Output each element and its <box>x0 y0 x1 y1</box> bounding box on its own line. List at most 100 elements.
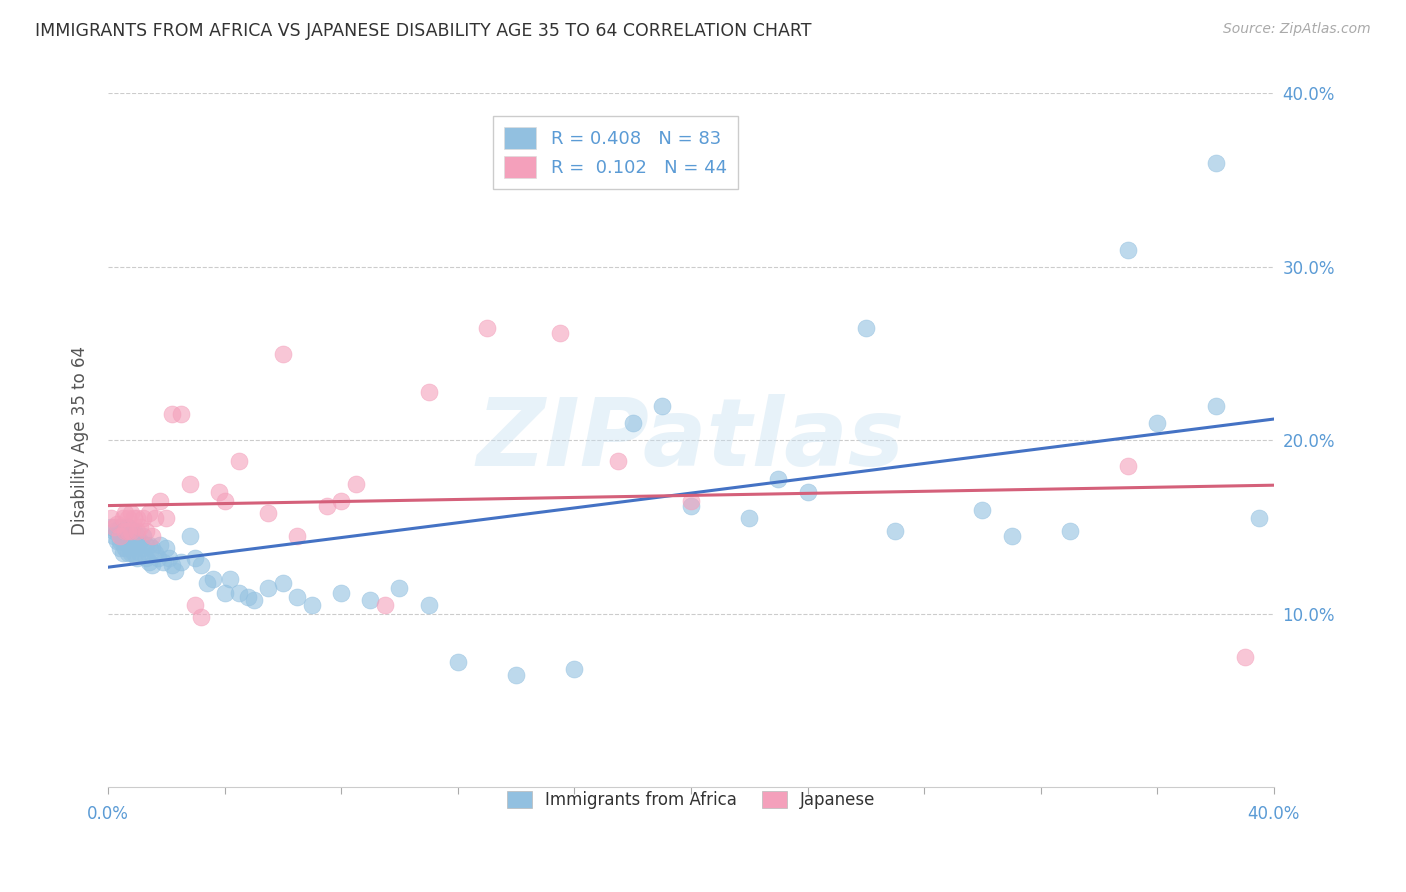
Point <box>359 593 381 607</box>
Point <box>170 408 193 422</box>
Legend: Immigrants from Africa, Japanese: Immigrants from Africa, Japanese <box>498 782 884 817</box>
Point <box>170 555 193 569</box>
Point <box>141 529 163 543</box>
Point <box>103 524 125 538</box>
Point <box>301 599 323 613</box>
Point <box>114 541 136 555</box>
Point <box>141 541 163 555</box>
Point <box>111 524 134 538</box>
Point <box>105 534 128 549</box>
Point <box>114 506 136 520</box>
Point <box>1000 529 1022 543</box>
Point <box>548 326 571 340</box>
Point <box>179 529 201 543</box>
Point <box>105 524 128 538</box>
Point <box>105 516 128 531</box>
Point <box>287 529 309 543</box>
Text: Source: ZipAtlas.com: Source: ZipAtlas.com <box>1223 22 1371 37</box>
Point <box>135 537 157 551</box>
Point <box>330 586 353 600</box>
Point <box>184 551 207 566</box>
Point <box>135 524 157 538</box>
Point <box>242 593 264 607</box>
Point <box>160 408 183 422</box>
Point <box>257 581 280 595</box>
Point <box>120 546 142 560</box>
Point <box>117 511 139 525</box>
Point <box>114 524 136 538</box>
Point <box>122 546 145 560</box>
Point <box>120 534 142 549</box>
Point <box>651 399 673 413</box>
Point <box>120 524 142 538</box>
Point <box>129 520 152 534</box>
Point <box>214 586 236 600</box>
Point <box>271 575 294 590</box>
Point <box>236 590 259 604</box>
Point <box>163 564 186 578</box>
Point <box>195 575 218 590</box>
Point <box>287 590 309 604</box>
Point <box>201 572 224 586</box>
Point <box>127 551 149 566</box>
Point <box>111 511 134 525</box>
Point <box>679 494 702 508</box>
Point <box>111 546 134 560</box>
Point <box>127 537 149 551</box>
Point <box>143 511 166 525</box>
Point <box>114 534 136 549</box>
Point <box>1146 416 1168 430</box>
Point <box>122 524 145 538</box>
Point <box>117 520 139 534</box>
Point <box>122 511 145 525</box>
Point <box>103 529 125 543</box>
Point <box>607 454 630 468</box>
Point <box>132 541 155 555</box>
Point <box>884 524 907 538</box>
Point <box>132 511 155 525</box>
Point <box>114 524 136 538</box>
Point <box>564 662 586 676</box>
Point <box>1233 650 1256 665</box>
Point <box>621 416 644 430</box>
Point <box>160 558 183 573</box>
Point <box>149 494 172 508</box>
Point <box>1116 459 1139 474</box>
Point <box>149 537 172 551</box>
Point <box>1205 155 1227 169</box>
Point <box>122 537 145 551</box>
Point <box>157 551 180 566</box>
Point <box>108 534 131 549</box>
Point <box>418 384 440 399</box>
Point <box>127 511 149 525</box>
Point <box>120 506 142 520</box>
Point <box>132 529 155 543</box>
Point <box>108 529 131 543</box>
Point <box>138 506 160 520</box>
Point <box>972 503 994 517</box>
Point <box>1249 511 1271 525</box>
Point <box>418 599 440 613</box>
Point <box>117 529 139 543</box>
Point <box>679 500 702 514</box>
Point <box>271 346 294 360</box>
Point <box>108 541 131 555</box>
Point <box>117 524 139 538</box>
Text: IMMIGRANTS FROM AFRICA VS JAPANESE DISABILITY AGE 35 TO 64 CORRELATION CHART: IMMIGRANTS FROM AFRICA VS JAPANESE DISAB… <box>35 22 811 40</box>
Point <box>152 555 174 569</box>
Point <box>1205 399 1227 413</box>
Point <box>315 500 337 514</box>
Point <box>1059 524 1081 538</box>
Point <box>505 667 527 681</box>
Y-axis label: Disability Age 35 to 64: Disability Age 35 to 64 <box>72 346 89 535</box>
Point <box>111 534 134 549</box>
Point <box>190 558 212 573</box>
Point <box>190 610 212 624</box>
Point <box>135 551 157 566</box>
Point <box>214 494 236 508</box>
Point <box>179 476 201 491</box>
Point <box>447 656 470 670</box>
Point <box>855 320 877 334</box>
Point <box>138 555 160 569</box>
Point <box>388 581 411 595</box>
